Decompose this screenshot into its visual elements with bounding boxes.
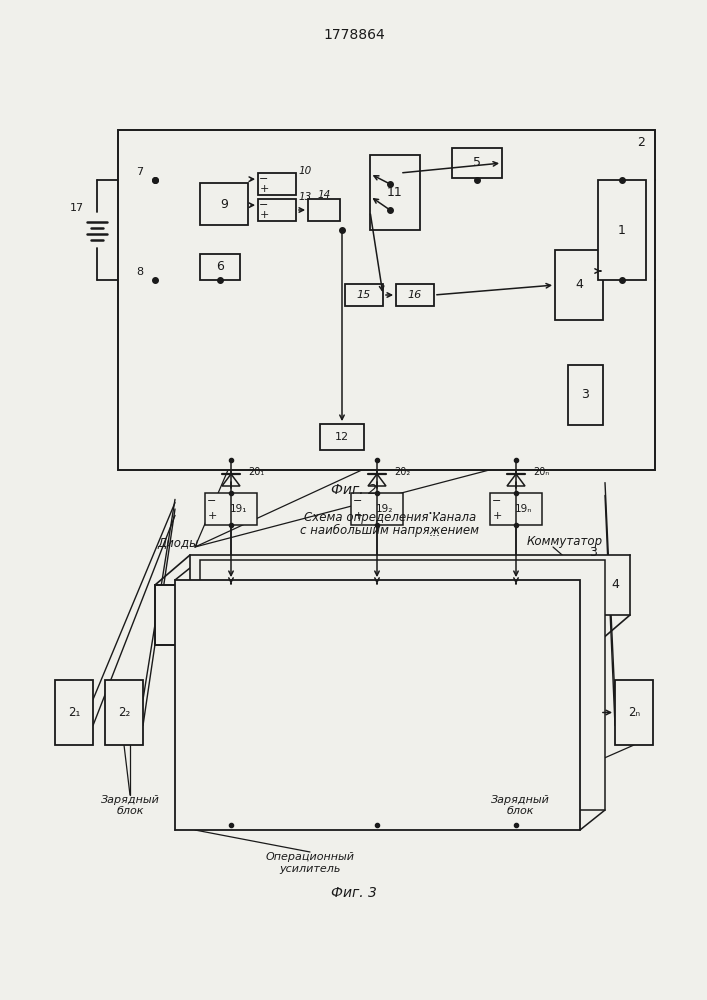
Bar <box>615 680 653 745</box>
Text: 5: 5 <box>473 156 481 169</box>
Text: 1778864: 1778864 <box>323 28 385 42</box>
Text: +: + <box>259 184 269 194</box>
Bar <box>568 365 603 425</box>
Text: Фиг. 2: Фиг. 2 <box>331 483 377 497</box>
Text: −: − <box>492 496 502 506</box>
Text: 16: 16 <box>408 290 422 300</box>
Text: Фиг. 3: Фиг. 3 <box>331 886 377 900</box>
Bar <box>598 180 646 280</box>
Text: 2₂: 2₂ <box>118 706 130 719</box>
Bar <box>200 560 605 810</box>
Text: Диоды: Диоды <box>158 536 199 550</box>
Text: −: − <box>259 174 269 184</box>
Text: −: − <box>207 496 216 506</box>
Text: 4: 4 <box>575 278 583 292</box>
Text: Операционный: Операционный <box>266 852 354 862</box>
Bar <box>351 493 403 525</box>
Text: +: + <box>207 511 216 521</box>
Text: 3: 3 <box>589 546 597 558</box>
Text: 4: 4 <box>611 578 619 591</box>
Text: +: + <box>259 210 269 220</box>
Text: 9: 9 <box>220 198 228 211</box>
Bar <box>490 493 542 525</box>
Bar <box>370 155 420 230</box>
Bar <box>308 199 340 221</box>
Text: 11: 11 <box>387 186 403 199</box>
Text: 15: 15 <box>357 290 371 300</box>
Text: 17: 17 <box>70 203 84 213</box>
Text: 7: 7 <box>136 167 143 177</box>
Text: ...: ... <box>428 502 443 516</box>
Bar <box>200 183 248 225</box>
Bar <box>118 130 655 470</box>
Bar <box>555 250 603 320</box>
Bar <box>452 148 502 178</box>
Text: 8: 8 <box>136 267 143 277</box>
Bar <box>396 284 434 306</box>
Bar <box>105 680 143 745</box>
Bar <box>155 585 595 645</box>
Text: 19₂: 19₂ <box>376 504 394 514</box>
Text: 10: 10 <box>299 166 312 176</box>
Text: 13: 13 <box>299 192 312 202</box>
Text: Зарядный: Зарядный <box>100 795 160 805</box>
Bar <box>55 680 93 745</box>
Text: 20₂: 20₂ <box>394 467 410 477</box>
Bar <box>190 555 630 615</box>
Bar <box>175 580 580 830</box>
Bar <box>258 173 296 195</box>
Text: 2ₙ: 2ₙ <box>628 706 640 719</box>
Text: Коммутатор: Коммутатор <box>527 536 603 548</box>
Text: Схема определения канала: Схема определения канала <box>304 512 476 524</box>
Text: 3: 3 <box>582 388 590 401</box>
Text: +: + <box>354 511 363 521</box>
Text: 19₁: 19₁ <box>230 504 247 514</box>
Text: −: − <box>259 200 269 210</box>
Bar <box>258 199 296 221</box>
Text: 12: 12 <box>335 432 349 442</box>
Text: ...: ... <box>429 526 441 540</box>
Bar <box>345 284 383 306</box>
Text: блок: блок <box>506 806 534 816</box>
Bar <box>205 493 257 525</box>
Text: 6: 6 <box>216 260 224 273</box>
Text: 20ₙ: 20ₙ <box>533 467 549 477</box>
Text: −: − <box>354 496 363 506</box>
Text: 20₁: 20₁ <box>248 467 264 477</box>
Text: 1: 1 <box>618 224 626 236</box>
Text: 2: 2 <box>637 135 645 148</box>
Text: 14: 14 <box>317 190 331 200</box>
Text: 19ₙ: 19ₙ <box>515 504 532 514</box>
Text: +: + <box>492 511 502 521</box>
Bar <box>320 424 364 450</box>
Bar <box>200 254 240 280</box>
Text: с наибольшим напряжением: с наибольшим напряжением <box>300 523 479 537</box>
Text: блок: блок <box>116 806 144 816</box>
Text: усилитель: усилитель <box>279 864 341 874</box>
Text: Зарядный: Зарядный <box>491 795 549 805</box>
Text: 2₁: 2₁ <box>68 706 80 719</box>
